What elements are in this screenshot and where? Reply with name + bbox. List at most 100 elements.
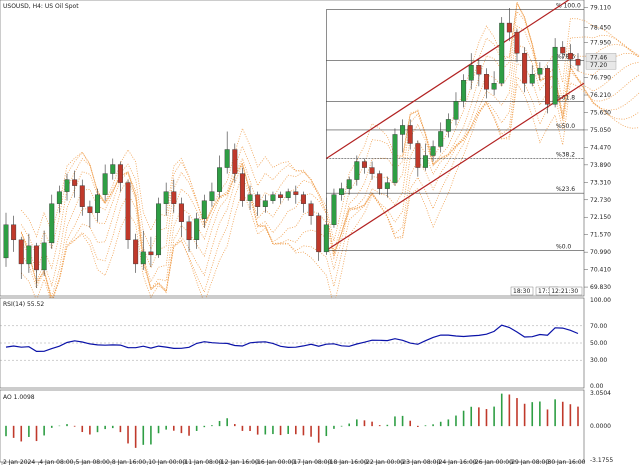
candle-body: [309, 204, 314, 216]
candle-body: [57, 192, 62, 204]
ao-bar: [417, 426, 419, 427]
ao-bar: [265, 426, 267, 435]
ao-bar: [379, 425, 381, 426]
ao-bar: [242, 426, 244, 431]
ao-bar: [448, 419, 450, 426]
ao-bar: [28, 426, 30, 437]
time-tick-label: 18 Jan 16:00: [330, 459, 368, 465]
candle-body: [515, 32, 520, 53]
ao-bar: [272, 426, 274, 434]
candle-body: [339, 189, 344, 195]
price-tick-label: 79.110: [590, 5, 611, 12]
time-tick-label: 12 Jan 16:00: [221, 459, 259, 465]
current-price-label: 77.20: [590, 62, 607, 69]
ao-bar: [295, 426, 297, 434]
candle-body: [225, 150, 230, 168]
candle-body: [278, 195, 283, 198]
candle-body: [110, 165, 115, 174]
candle-body: [553, 47, 558, 104]
ao-bar: [257, 426, 259, 435]
candle-body: [560, 47, 565, 53]
ao-bar: [150, 426, 152, 445]
price-tick-label: 72.150: [590, 214, 611, 221]
ao-bar: [303, 426, 305, 435]
candle-body: [332, 195, 337, 225]
ao-bar: [280, 426, 282, 435]
time-tick-label: 24 Jan 16:00: [439, 459, 477, 465]
ao-axis-label: 3.0504: [590, 390, 611, 397]
ao-bar: [20, 426, 22, 442]
candle-body: [477, 65, 482, 74]
time-tick-label: 26 Jan 00:00: [475, 459, 513, 465]
ao-bar: [539, 402, 541, 427]
candle-body: [133, 240, 138, 264]
candle-body: [484, 74, 489, 89]
ao-bar: [493, 407, 495, 427]
candle-body: [164, 192, 169, 204]
candle-body: [454, 101, 459, 119]
candle-body: [194, 219, 199, 240]
ao-bar: [203, 426, 205, 427]
time-tick-label: 11 Jan 08:00: [185, 459, 223, 465]
candle-body: [19, 240, 24, 264]
ao-bar: [142, 426, 144, 445]
candle-body: [469, 65, 474, 80]
ao-bar: [81, 426, 83, 432]
ao-bar: [326, 426, 328, 436]
ao-bar: [364, 420, 366, 426]
price-tick-label: 76.210: [590, 92, 611, 99]
price-tick-label: 75.050: [590, 127, 611, 134]
candle-body: [438, 131, 443, 146]
ao-bar: [104, 426, 106, 429]
ao-panel[interactable]: [0, 390, 584, 462]
price-tick-label: 71.570: [590, 232, 611, 239]
candle-body: [271, 195, 276, 201]
rsi-label: RSI(14) 55.52: [3, 301, 44, 308]
candle-body: [461, 80, 466, 101]
ao-bar: [5, 426, 7, 436]
price-tick-label: 70.990: [590, 249, 611, 256]
price-tick-label: 72.730: [590, 197, 611, 204]
ao-bar: [387, 425, 389, 426]
ao-bar: [13, 426, 15, 438]
price-tick-label: 76.790: [590, 75, 611, 82]
ao-bar: [409, 421, 411, 426]
candle-body: [431, 146, 436, 155]
ao-bar: [371, 422, 373, 426]
candle-body: [263, 201, 268, 207]
ao-bar: [463, 411, 465, 426]
candle-body: [210, 192, 215, 201]
price-tick-label: 75.630: [590, 109, 611, 116]
time-marker-label: 18:30: [513, 288, 530, 295]
candle-body: [324, 225, 329, 252]
ao-bar: [74, 426, 76, 427]
ao-bar: [440, 422, 442, 426]
candle-body: [202, 201, 207, 219]
candle-body: [255, 195, 260, 207]
ao-bar: [524, 404, 526, 426]
rsi-axis-label: 100.00: [590, 297, 611, 304]
candle-body: [530, 74, 535, 83]
ao-bar: [36, 426, 38, 441]
time-tick-label: 22 Jan 00:00: [366, 459, 404, 465]
ao-bar: [173, 426, 175, 431]
main-price-panel[interactable]: [0, 0, 584, 296]
time-tick-label: 2 Jan 2024: [3, 459, 35, 465]
ao-bar: [219, 421, 221, 426]
ao-bar: [577, 407, 579, 427]
candle-body: [187, 222, 192, 240]
ao-bar: [318, 426, 320, 443]
fib-level-label: %23.6: [556, 186, 575, 193]
ao-bar: [135, 426, 137, 448]
time-tick-label: 16 Jan 00:00: [257, 459, 295, 465]
time-tick-label: 10 Jan 00:00: [148, 459, 186, 465]
price-tick-label: 73.890: [590, 162, 611, 169]
ao-bar: [89, 426, 91, 435]
current-price-label: 77.46: [590, 54, 607, 61]
price-tick-label: 70.410: [590, 267, 611, 274]
candle-body: [149, 252, 154, 255]
candle-body: [538, 68, 543, 74]
ao-bar: [234, 424, 236, 426]
